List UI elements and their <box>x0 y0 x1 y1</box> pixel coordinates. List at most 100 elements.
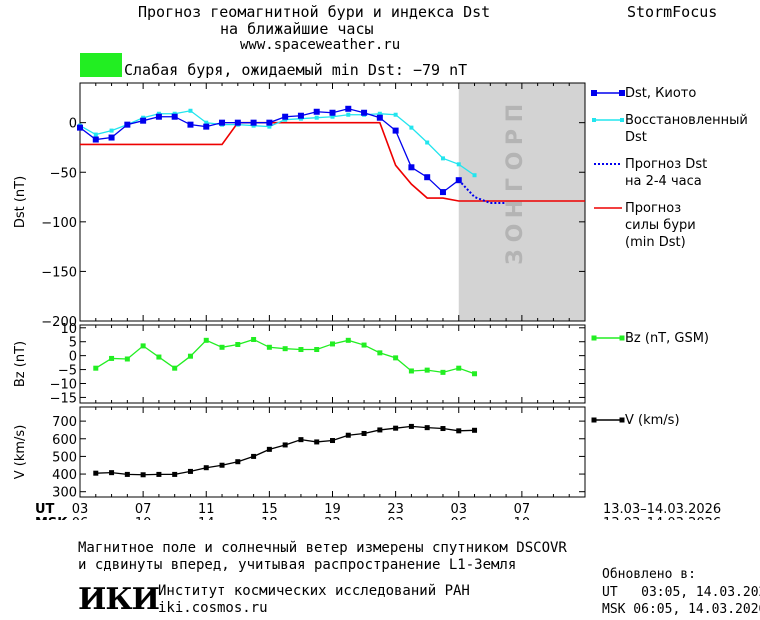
bz-point <box>377 350 383 356</box>
v-point <box>472 427 478 433</box>
dst-restored-point <box>204 120 209 125</box>
msk-tick-label: 10 <box>135 516 152 520</box>
dst-restored-point <box>440 156 445 161</box>
msk-tick-label: 06 <box>450 516 467 520</box>
dst-forecast-legend-label: Прогноз Dst <box>625 157 707 172</box>
v-panel-frame <box>79 406 586 498</box>
bz-point <box>109 355 115 361</box>
msk-date-range: 13.03–14.03.2026 <box>603 516 721 520</box>
dst-kyoto-point <box>92 136 99 143</box>
bz-point <box>251 336 257 342</box>
updated-ut: UT 03:05, 14.03.2026 <box>602 585 760 600</box>
msk-tick-label: 02 <box>387 516 404 520</box>
bz-point <box>330 341 335 347</box>
footer-note-line1: Магнитное поле и солнечный ветер измерен… <box>78 540 567 556</box>
bz-point <box>361 342 367 348</box>
dst-restored-point <box>346 112 351 117</box>
dst-restored-legend-marker <box>620 118 624 122</box>
dst-kyoto-point <box>361 109 368 116</box>
forecast-band-letter: П <box>503 104 528 122</box>
dst-kyoto-point <box>392 127 399 134</box>
bz-line <box>95 338 475 375</box>
institute-url[interactable]: iki.cosmos.ru <box>158 600 268 616</box>
bz-ytick-label: −5 <box>58 364 77 379</box>
v-point <box>456 428 462 434</box>
dst-axis-title: Dst (nT) <box>13 176 28 228</box>
ut-tick-label: 07 <box>135 502 152 517</box>
ut-date-range: 13.03–14.03.2026 <box>603 502 721 517</box>
bz-legend-marker <box>619 335 625 341</box>
dst-ytick-label: −150 <box>41 265 77 280</box>
ut-tick-label: 03 <box>72 502 89 517</box>
v-point <box>282 442 288 448</box>
dst-restored-point <box>93 132 98 137</box>
dst-kyoto-point <box>77 124 83 131</box>
page-title-line1: Прогноз геомагнитной бури и индекса Dst <box>138 3 491 21</box>
dst-restored-legend-marker <box>592 118 596 122</box>
dst-kyoto-point <box>219 119 226 126</box>
v-point <box>251 453 257 459</box>
v-point <box>140 472 146 478</box>
bz-panel-frame <box>79 324 586 404</box>
dst-restored-legend-label: Dst <box>625 130 647 145</box>
ut-tick-label: 19 <box>324 502 341 517</box>
storm-level-label: Слабая буря, ожидаемый min Dst: −79 nT <box>124 61 468 79</box>
dst-ytick-label: 0 <box>69 117 77 132</box>
v-point <box>124 471 130 477</box>
v-point <box>93 470 99 476</box>
forecast-band-letter: О <box>503 224 528 243</box>
v-point <box>298 437 304 443</box>
v-legend-marker <box>591 417 597 423</box>
dst-restored-point <box>425 140 430 145</box>
dst-kyoto-point <box>187 121 194 128</box>
msk-tick-label: 10 <box>514 516 531 520</box>
bz-point <box>124 356 130 362</box>
v-point <box>314 439 320 445</box>
forecast-band-letter: Г <box>503 178 528 192</box>
bz-point <box>345 337 351 343</box>
v-ytick-label: 600 <box>52 433 77 448</box>
bz-ytick-label: 0 <box>69 350 77 365</box>
dst-kyoto-point <box>266 119 273 126</box>
dst-kyoto-point <box>424 174 431 181</box>
bz-ytick-label: −10 <box>50 378 77 393</box>
v-point <box>172 471 178 477</box>
dst-restored-point <box>472 173 477 178</box>
bz-point <box>282 346 288 352</box>
v-line <box>95 425 475 476</box>
ut-axis-label: UT <box>35 502 55 517</box>
dst-restored-point <box>314 115 319 120</box>
bz-point <box>314 347 320 353</box>
v-point <box>156 471 162 477</box>
ut-tick-label: 07 <box>514 502 531 517</box>
ut-tick-label: 23 <box>387 502 404 517</box>
bz-point <box>219 344 225 350</box>
dst-restored-line <box>79 110 475 176</box>
page-title-line2: на ближайшие часы <box>220 20 374 38</box>
bz-point <box>140 343 146 349</box>
dst-kyoto-point <box>171 113 178 120</box>
dst-kyoto-point <box>439 189 446 196</box>
site-url: www.spaceweather.ru <box>240 37 401 53</box>
dst-kyoto-point <box>250 119 257 126</box>
ut-tick-label: 15 <box>261 502 278 517</box>
dst-forecast-legend-label: на 2-4 часа <box>625 174 702 189</box>
dst-kyoto-point <box>234 119 241 126</box>
dst-restored-point <box>330 114 335 119</box>
v-point <box>345 432 351 438</box>
forecast-band-letter: Р <box>503 129 528 145</box>
dst-kyoto-point <box>376 114 383 121</box>
v-ytick-label: 400 <box>52 468 77 483</box>
dst-kyoto-point <box>313 108 320 115</box>
bz-point <box>156 354 162 360</box>
dst-restored-point <box>188 108 193 113</box>
v-point <box>109 470 115 476</box>
bz-point <box>203 337 209 343</box>
v-point <box>330 438 335 444</box>
dst-ytick-label: −200 <box>41 315 77 330</box>
v-ytick-label: 700 <box>52 415 77 430</box>
storm-level-swatch <box>80 53 122 77</box>
brand-name: StormFocus <box>627 3 718 21</box>
bz-axis-title: Bz (nT) <box>13 341 28 387</box>
